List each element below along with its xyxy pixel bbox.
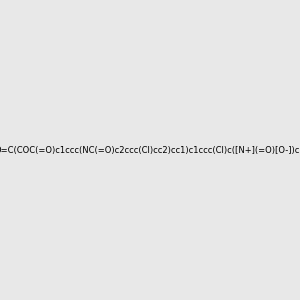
Text: O=C(COC(=O)c1ccc(NC(=O)c2ccc(Cl)cc2)cc1)c1ccc(Cl)c([N+](=O)[O-])c1: O=C(COC(=O)c1ccc(NC(=O)c2ccc(Cl)cc2)cc1)…	[0, 146, 300, 154]
